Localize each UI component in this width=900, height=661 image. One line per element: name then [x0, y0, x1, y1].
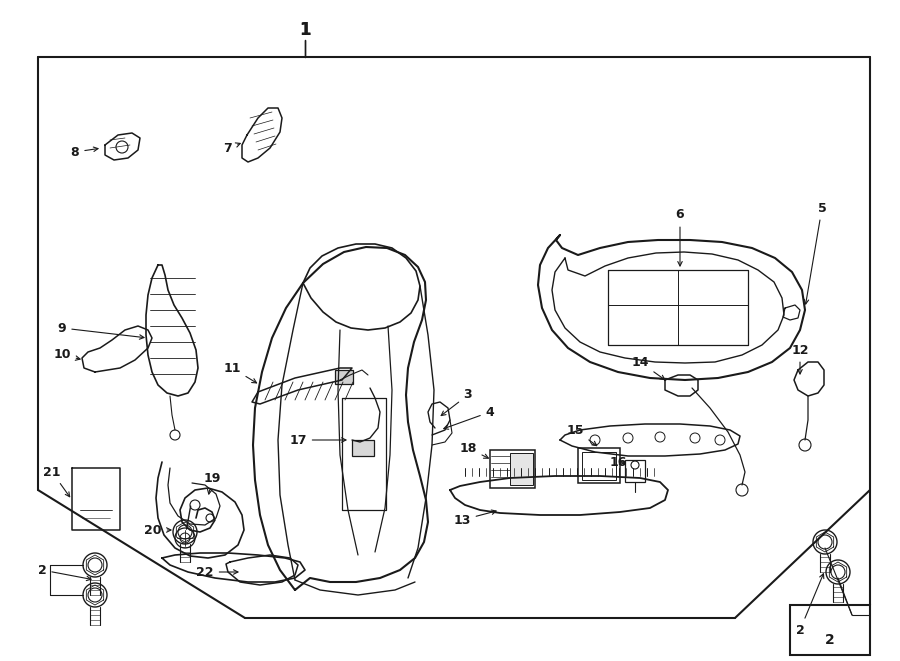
Text: 1: 1: [299, 21, 310, 39]
Text: 21: 21: [43, 465, 69, 496]
Text: 20: 20: [144, 524, 171, 537]
Text: 15: 15: [566, 424, 597, 446]
Text: 22: 22: [196, 566, 238, 578]
Text: 2: 2: [38, 563, 91, 580]
Text: 17: 17: [289, 434, 346, 446]
Text: 13: 13: [454, 510, 496, 527]
Bar: [790, 605, 870, 655]
Text: 9: 9: [58, 321, 144, 339]
Text: 11: 11: [223, 362, 256, 383]
Text: 16: 16: [609, 455, 626, 469]
Text: 10: 10: [53, 348, 80, 362]
Bar: [582, 452, 616, 480]
Text: 12: 12: [791, 344, 809, 374]
Text: 4: 4: [444, 405, 494, 429]
Bar: [335, 370, 353, 384]
Text: 6: 6: [676, 208, 684, 266]
Bar: [510, 453, 533, 485]
Text: 1: 1: [299, 21, 310, 39]
Text: 19: 19: [203, 471, 220, 494]
Text: 2: 2: [825, 633, 835, 647]
Text: 2: 2: [796, 574, 824, 637]
Text: 8: 8: [71, 145, 98, 159]
Text: 14: 14: [631, 356, 665, 379]
Text: 3: 3: [441, 389, 472, 416]
Text: 7: 7: [223, 141, 240, 155]
Bar: [625, 460, 645, 482]
Text: 5: 5: [805, 202, 826, 304]
Bar: [352, 440, 374, 456]
Bar: [578, 448, 620, 483]
Bar: [490, 450, 535, 488]
Text: 18: 18: [459, 442, 489, 458]
